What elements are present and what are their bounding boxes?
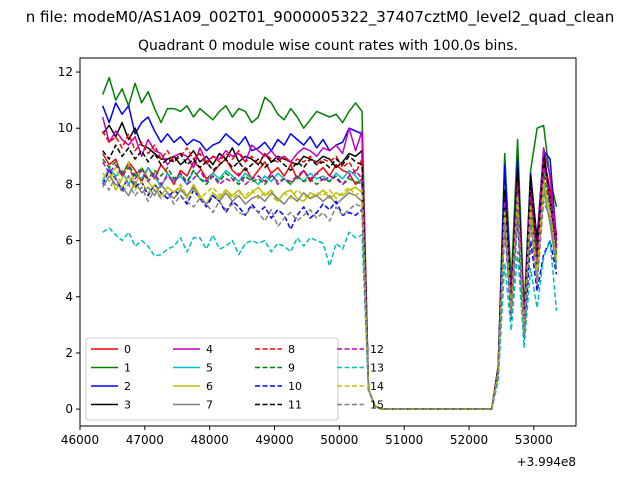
y-tick-label: 12 <box>58 65 73 79</box>
legend-label-15: 15 <box>370 399 384 412</box>
legend-label-8: 8 <box>288 343 295 356</box>
x-tick-label: 50000 <box>320 433 358 447</box>
legend-label-2: 2 <box>124 380 131 393</box>
x-tick-label: 53000 <box>515 433 553 447</box>
x-tick-label: 52000 <box>450 433 488 447</box>
figure-suptitle: n file: modeM0/AS1A09_002T01_9000005322_… <box>26 8 615 27</box>
legend-label-3: 3 <box>124 399 131 412</box>
legend-label-10: 10 <box>288 380 302 393</box>
x-offset-label: +3.994e8 <box>517 455 576 469</box>
legend-label-11: 11 <box>288 399 302 412</box>
y-tick-label: 2 <box>65 346 73 360</box>
series-line-14 <box>102 166 558 410</box>
x-tick-label: 48000 <box>191 433 229 447</box>
plot-frame <box>79 57 577 427</box>
legend-box <box>85 337 339 421</box>
series-line-9 <box>102 158 558 410</box>
x-tick-label: 51000 <box>385 433 423 447</box>
legend-label-0: 0 <box>124 343 131 356</box>
y-tick-label: 4 <box>65 290 73 304</box>
y-tick-label: 6 <box>65 234 73 248</box>
x-tick-label: 49000 <box>255 433 293 447</box>
series-line-10 <box>102 169 558 410</box>
legend-label-14: 14 <box>370 380 384 393</box>
y-tick-label: 0 <box>65 402 73 416</box>
series-layer <box>101 76 558 410</box>
x-tick-label: 47000 <box>126 433 164 447</box>
legend-label-7: 7 <box>206 399 213 412</box>
x-tick-label: 46000 <box>61 433 99 447</box>
legend-label-5: 5 <box>206 362 213 375</box>
x-axis: 46000 47000 48000 49000 50000 51000 52000 53000 <box>61 426 553 447</box>
y-tick-label: 8 <box>65 177 73 191</box>
legend-label-1: 1 <box>124 362 131 375</box>
chart-title: Quadrant 0 module wise count rates with … <box>138 38 518 54</box>
y-axis: 0 2 4 6 8 10 12 <box>58 65 80 416</box>
legend-label-12: 12 <box>370 343 384 356</box>
y-tick-label: 10 <box>58 121 73 135</box>
legend-label-9: 9 <box>288 362 295 375</box>
legend-label-4: 4 <box>206 343 213 356</box>
legend-label-13: 13 <box>370 362 384 375</box>
series-line-15 <box>102 175 558 410</box>
legend-label-6: 6 <box>206 380 213 393</box>
